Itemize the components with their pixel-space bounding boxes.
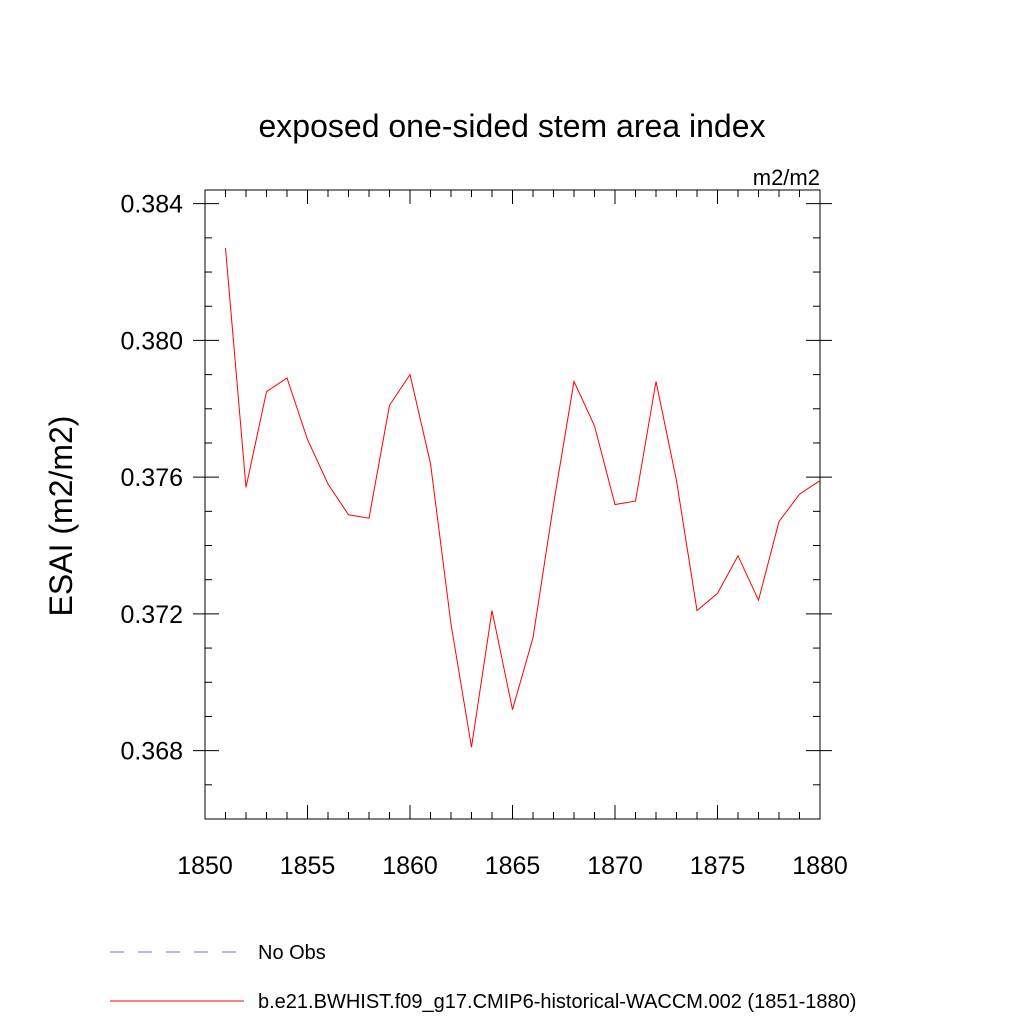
x-tick-label: 1880: [792, 852, 848, 880]
units-label: m2/m2: [753, 165, 820, 190]
data-point: [778, 521, 779, 522]
x-tick-label: 1865: [485, 852, 541, 880]
data-point: [594, 425, 595, 426]
data-point: [286, 377, 287, 378]
chart-title: exposed one-sided stem area index: [259, 108, 766, 144]
y-tick-label: 0.368: [120, 738, 183, 766]
axis-tick-labels: 1850 1855 1860 1865 1870 1875 1880 0.368 0.372 0.…: [120, 191, 847, 880]
data-point: [348, 514, 349, 515]
data-point: [655, 381, 656, 382]
data-point: [614, 504, 615, 505]
data-point: [266, 391, 267, 392]
y-tick-label: 0.376: [120, 464, 183, 492]
data-point: [368, 518, 369, 519]
data-point: [409, 374, 410, 375]
y-tick-label: 0.380: [120, 327, 183, 355]
data-point: [696, 610, 697, 611]
legend: No Obs b.e21.BWHIST.f09_g17.CMIP6-histor…: [110, 942, 856, 1013]
series-line-model: [225, 248, 821, 748]
data-point: [327, 483, 328, 484]
axis-ticks: [193, 190, 832, 820]
x-tick-label: 1875: [690, 852, 746, 880]
y-tick-label: 0.372: [120, 601, 183, 629]
x-tick-label: 1870: [587, 852, 643, 880]
data-point: [532, 637, 533, 638]
data-point: [553, 504, 554, 505]
data-point: [635, 500, 636, 501]
legend-label-no-obs: No Obs: [258, 942, 326, 964]
series-layer: [225, 248, 821, 748]
data-point: [225, 248, 226, 249]
data-point: [819, 480, 820, 481]
data-point: [450, 624, 451, 625]
y-axis-label: ESAI (m2/m2): [43, 416, 79, 617]
data-point: [491, 610, 492, 611]
x-tick-label: 1855: [280, 852, 336, 880]
data-point: [307, 439, 308, 440]
data-point: [389, 405, 390, 406]
legend-label-model: b.e21.BWHIST.f09_g17.CMIP6-historical-WA…: [258, 991, 856, 1013]
data-point: [245, 487, 246, 488]
data-point: [471, 747, 472, 748]
data-point: [799, 494, 800, 495]
x-tick-label: 1850: [177, 852, 233, 880]
x-tick-label: 1860: [382, 852, 438, 880]
data-point: [758, 600, 759, 601]
data-point: [430, 463, 431, 464]
data-point: [512, 709, 513, 710]
data-point: [573, 381, 574, 382]
data-point: [737, 555, 738, 556]
y-tick-label: 0.384: [120, 191, 183, 219]
data-point: [717, 593, 718, 594]
data-point: [676, 480, 677, 481]
